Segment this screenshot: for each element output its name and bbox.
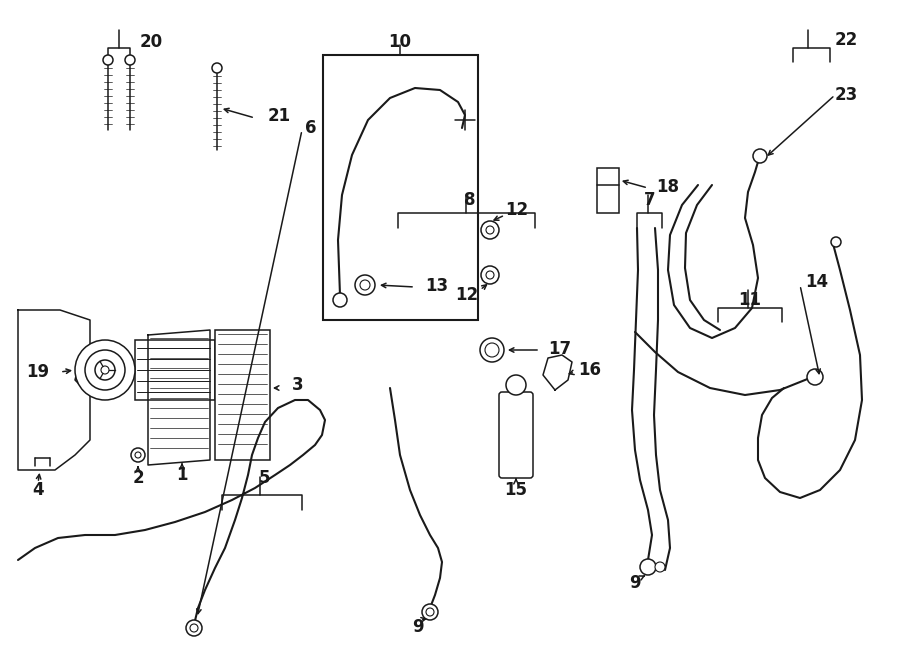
Text: 6: 6	[305, 119, 317, 137]
Circle shape	[95, 360, 115, 380]
Bar	[215, 330, 270, 460]
Text: 7: 7	[644, 191, 656, 209]
Circle shape	[481, 221, 499, 239]
Text: 17: 17	[548, 340, 572, 358]
Text: 12: 12	[505, 201, 528, 219]
Circle shape	[135, 452, 141, 458]
Circle shape	[831, 237, 841, 247]
Circle shape	[426, 608, 434, 616]
Text: 14: 14	[805, 273, 828, 291]
Circle shape	[75, 340, 135, 400]
Bar	[323, 55, 478, 320]
Circle shape	[355, 275, 375, 295]
Text: 18: 18	[656, 178, 679, 196]
Text: 16: 16	[578, 361, 601, 379]
Circle shape	[486, 271, 494, 279]
Text: 20: 20	[140, 33, 163, 51]
Text: 2: 2	[132, 469, 144, 487]
Text: 3: 3	[292, 376, 303, 394]
Text: 9: 9	[629, 574, 641, 592]
Circle shape	[807, 369, 823, 385]
Bar	[215, 353, 227, 373]
Polygon shape	[148, 330, 210, 465]
Circle shape	[333, 293, 347, 307]
Text: 15: 15	[505, 481, 527, 499]
Bar	[597, 168, 619, 213]
Bar	[135, 340, 215, 400]
Circle shape	[640, 559, 656, 575]
Polygon shape	[18, 310, 90, 470]
Text: 19: 19	[26, 363, 50, 381]
Circle shape	[131, 448, 145, 462]
Text: 4: 4	[32, 481, 44, 499]
Text: 22: 22	[835, 31, 859, 49]
Circle shape	[655, 562, 665, 572]
Text: 10: 10	[389, 33, 411, 51]
Text: 23: 23	[835, 86, 859, 104]
Text: 1: 1	[176, 466, 188, 484]
Circle shape	[753, 149, 767, 163]
Circle shape	[506, 375, 526, 395]
Circle shape	[125, 55, 135, 65]
Text: 13: 13	[425, 277, 448, 295]
Text: 21: 21	[268, 107, 291, 125]
Text: 11: 11	[739, 291, 761, 309]
Circle shape	[422, 604, 438, 620]
Circle shape	[101, 366, 109, 374]
Circle shape	[480, 338, 504, 362]
FancyBboxPatch shape	[499, 392, 533, 478]
Circle shape	[190, 624, 198, 632]
Text: 12: 12	[454, 286, 478, 304]
Circle shape	[360, 280, 370, 290]
Circle shape	[85, 350, 125, 390]
Circle shape	[486, 226, 494, 234]
Circle shape	[485, 343, 499, 357]
Circle shape	[481, 266, 499, 284]
Text: 9: 9	[412, 618, 424, 636]
Circle shape	[186, 620, 202, 636]
Text: 8: 8	[464, 191, 476, 209]
Text: 5: 5	[259, 469, 271, 487]
Circle shape	[212, 63, 222, 73]
Circle shape	[103, 55, 113, 65]
